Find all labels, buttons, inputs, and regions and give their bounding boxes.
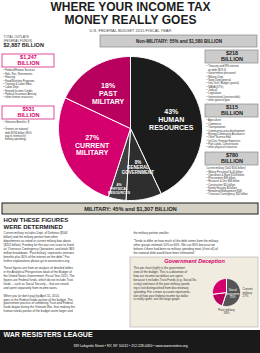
- svg-text:U.S. FEDERAL BUDGET 2015 FISCA: U.S. FEDERAL BUDGET 2015 FISCAL YEAR: [90, 28, 172, 33]
- svg-text:the military portion smaller.": the military portion smaller."Tends to d…: [134, 231, 220, 255]
- svg-text:• Veterans Benefits: $ ...• I: • Veterans Benefits: $ ...• Interest on …: [4, 120, 33, 141]
- svg-text:43%HUMANRESOURCES: 43%HUMANRESOURCES: [149, 108, 194, 131]
- svg-text:MILITARY: 45% and $1,307 BILLI: MILITARY: 45% and $1,307 BILLION: [84, 206, 177, 212]
- svg-text:HOW THESE FIGURESWERE DETERMIN: HOW THESE FIGURESWERE DETERMINED: [4, 217, 69, 230]
- svg-text:Past military18%: Past military18%: [218, 308, 235, 315]
- svg-text:Socialprogramm55%: Socialprogramm55%: [226, 288, 240, 299]
- svg-text:Current military includes Dept: Current military includes Dept. of Defen…: [4, 231, 76, 313]
- svg-text:• Agriculture• Commerce• Trans: • Agriculture• Commerce• Transportation•…: [207, 118, 246, 149]
- svg-text:$531BILLION: $531BILLION: [18, 106, 40, 118]
- svg-text:18%PASTMILITARY: 18%PASTMILITARY: [92, 82, 125, 105]
- svg-text:$115BILLION: $115BILLION: [221, 104, 243, 116]
- svg-text:Currentmilitary27%: Currentmilitary27%: [243, 287, 253, 298]
- svg-text:27%CURRENTMILITARY: 27%CURRENTMILITARY: [75, 134, 110, 157]
- svg-text:WHERE YOUR INCOME TAXMONEY REA: WHERE YOUR INCOME TAXMONEY REALLY GOES: [50, 0, 210, 27]
- svg-text:Government Deception: Government Deception: [164, 258, 225, 264]
- svg-text:This pie chart (right) is the: This pie chart (right) is the government…: [134, 266, 198, 301]
- svg-text:Current military (DoD $564 bil: Current military (DoD $564 billion)• Mil…: [207, 166, 249, 196]
- svg-text:$780BILLION: $780BILLION: [221, 152, 243, 164]
- svg-text:339 Lafayette Street • NY, NY: 339 Lafayette Street • NY, NY 10012 • 21…: [73, 344, 187, 348]
- svg-text:$1,247BILLION: $1,247BILLION: [18, 54, 40, 66]
- svg-text:• Federal/Human Services• Edu,: • Federal/Human Services• Edu, Rec, Reti…: [4, 68, 38, 99]
- svg-text:$2,887 BILLION: $2,887 BILLION: [4, 42, 44, 48]
- svg-text:8%GENERALGOVERNMENT: 8%GENERALGOVERNMENT: [122, 160, 155, 175]
- svg-text:4%PHYSICALRESOURCES: 4%PHYSICALRESOURCES: [108, 183, 131, 195]
- svg-text:$218BILLION: $218BILLION: [221, 50, 243, 62]
- svg-text:Non-MILITARY: 55% and $1,580 B: Non-MILITARY: 55% and $1,580 BILLION: [136, 39, 222, 44]
- svg-text:WAR RESISTERS LEAGUE: WAR RESISTERS LEAGUE: [4, 331, 93, 338]
- svg-text:• Treasury and IRS-interest o: • Treasury and IRS-interest on debt ($19…: [207, 64, 241, 102]
